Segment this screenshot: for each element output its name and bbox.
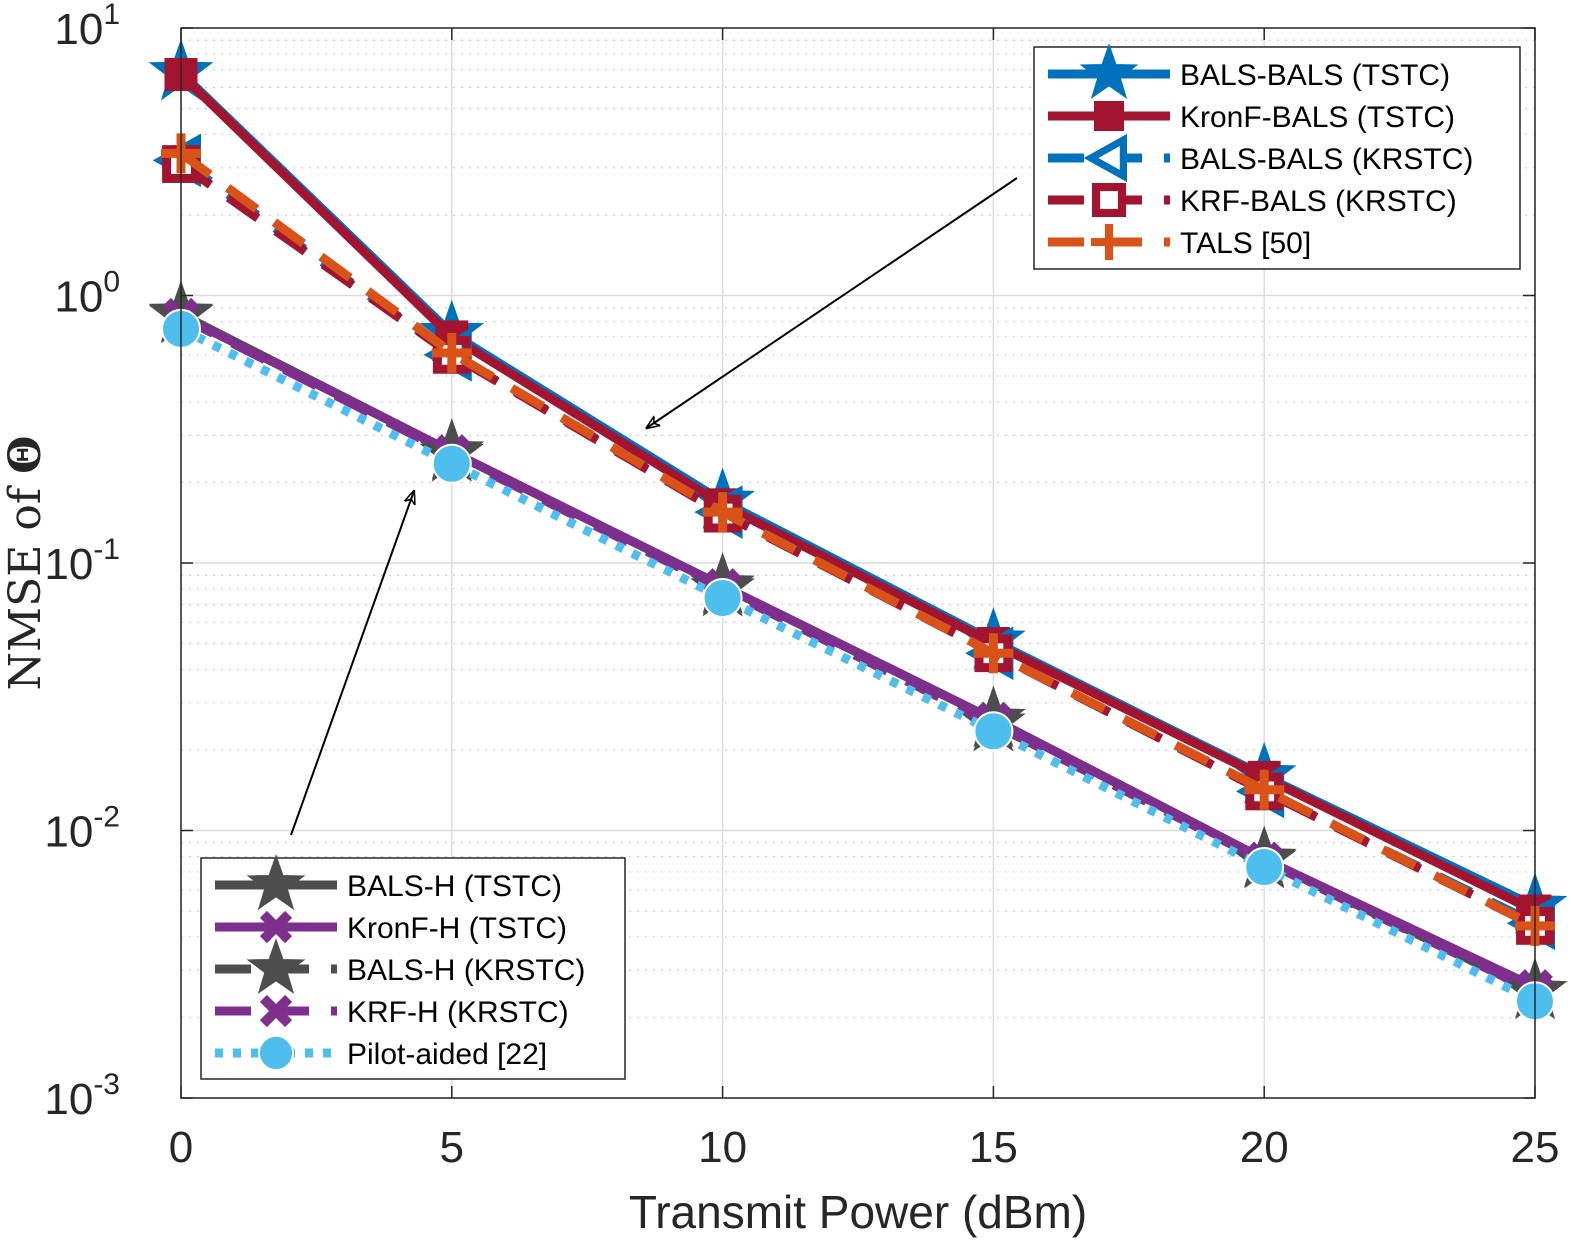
y-tick-label: 10-1 [44, 533, 120, 589]
x-tick-label: 10 [698, 1123, 747, 1172]
legend-entry-bals-bals-tstc: BALS-BALS (TSTC) [1048, 43, 1450, 100]
x-tick-label: 15 [969, 1123, 1018, 1172]
series-group [148, 38, 1568, 1022]
legend-label: KronF-BALS (TSTC) [1180, 101, 1455, 134]
y-axis-label-text: NMSE of [0, 485, 51, 690]
legend-swatch-marker [1091, 224, 1127, 260]
data-point-marker [702, 492, 743, 533]
legend-swatch-marker [259, 994, 293, 1028]
data-point-marker [973, 633, 1014, 674]
legend-swatch-marker [1094, 101, 1124, 131]
x-tick-label: 20 [1240, 1123, 1289, 1172]
legend-swatch-marker [259, 910, 293, 944]
legend-label: TALS [50] [1180, 227, 1311, 260]
series-line [177, 71, 1537, 916]
legend-swatch-marker [1079, 43, 1139, 100]
legend-entry-bals-h-krstc: BALS-H (KRSTC) [215, 938, 585, 995]
legend-entry-bals-bals-krstc: BALS-BALS (KRSTC) [1048, 133, 1473, 183]
data-point-marker [1244, 769, 1285, 810]
legend-entry-tals-50: TALS [50] [1048, 224, 1311, 260]
y-tick-label: 100 [54, 266, 120, 322]
legend-entry-krf-bals-krstc: KRF-BALS (KRSTC) [1048, 182, 1457, 218]
legend-swatch-marker [1091, 182, 1127, 218]
y-axis-label: NMSE of Θ [0, 436, 51, 691]
legend-swatch-marker [257, 1034, 295, 1072]
y-axis-label-symbol: Θ [0, 436, 51, 474]
axis-ticks: 0 5 10 15 20 25 101 100 10-1 10-2 10-3 [44, 0, 1559, 1172]
legend-swatch-marker [1083, 133, 1127, 183]
legend-bottom-left: BALS-H (TSTC) KronF-H (TSTC) BALS-H (KRSTC… [200, 854, 626, 1080]
legend-label: BALS-BALS (TSTC) [1180, 59, 1450, 92]
legend-swatch-marker [246, 854, 306, 911]
legend-entry-kronf-bals-tstc: KronF-BALS (TSTC) [1048, 101, 1455, 134]
x-tick-label: 25 [1511, 1123, 1560, 1172]
legend-label: BALS-BALS (KRSTC) [1180, 143, 1473, 176]
annotation-arrow-lower [290, 491, 414, 836]
x-tick-label: 5 [440, 1123, 464, 1172]
annotation-arrow-upper [647, 177, 1018, 428]
data-point-marker [702, 577, 743, 618]
series-line [178, 149, 1538, 930]
legend-label: BALS-H (TSTC) [347, 870, 562, 903]
legend-top-right: BALS-BALS (TSTC) KronF-BALS (TSTC) BALS-BA… [1033, 43, 1521, 270]
legend-entry-krf-h-krstc: KRF-H (KRSTC) [215, 994, 569, 1029]
legend-label: KRF-H (KRSTC) [347, 996, 569, 1029]
data-point-marker [431, 332, 472, 373]
legend-label: BALS-H (KRSTC) [347, 954, 585, 987]
data-point-marker [973, 711, 1014, 752]
x-axis-label: Transmit Power (dBm) [629, 1186, 1087, 1238]
legend-entry-bals-h-tstc: BALS-H (TSTC) [215, 854, 562, 911]
legend-entry-pilot-aided-22: Pilot-aided [22] [215, 1034, 547, 1072]
legend-label: KRF-BALS (KRSTC) [1180, 185, 1457, 218]
annotation-arrows [290, 177, 1018, 836]
data-point-marker [1244, 847, 1285, 888]
data-point-marker [431, 443, 472, 484]
legend-label: KronF-H (TSTC) [347, 912, 567, 945]
legend-entry-kronf-h-tstc: KronF-H (TSTC) [215, 910, 567, 945]
legend-swatch-marker [246, 938, 306, 995]
y-tick-label: 10-2 [44, 801, 120, 857]
series-line [178, 313, 1537, 996]
legend-label: Pilot-aided [22] [347, 1038, 547, 1071]
series-line [178, 324, 1537, 1006]
y-tick-label: 101 [54, 0, 120, 54]
x-tick-label: 0 [169, 1123, 193, 1172]
legends: BALS-BALS (TSTC) KronF-BALS (TSTC) BALS-BA… [200, 43, 1521, 1080]
y-tick-label: 10-3 [44, 1068, 120, 1124]
